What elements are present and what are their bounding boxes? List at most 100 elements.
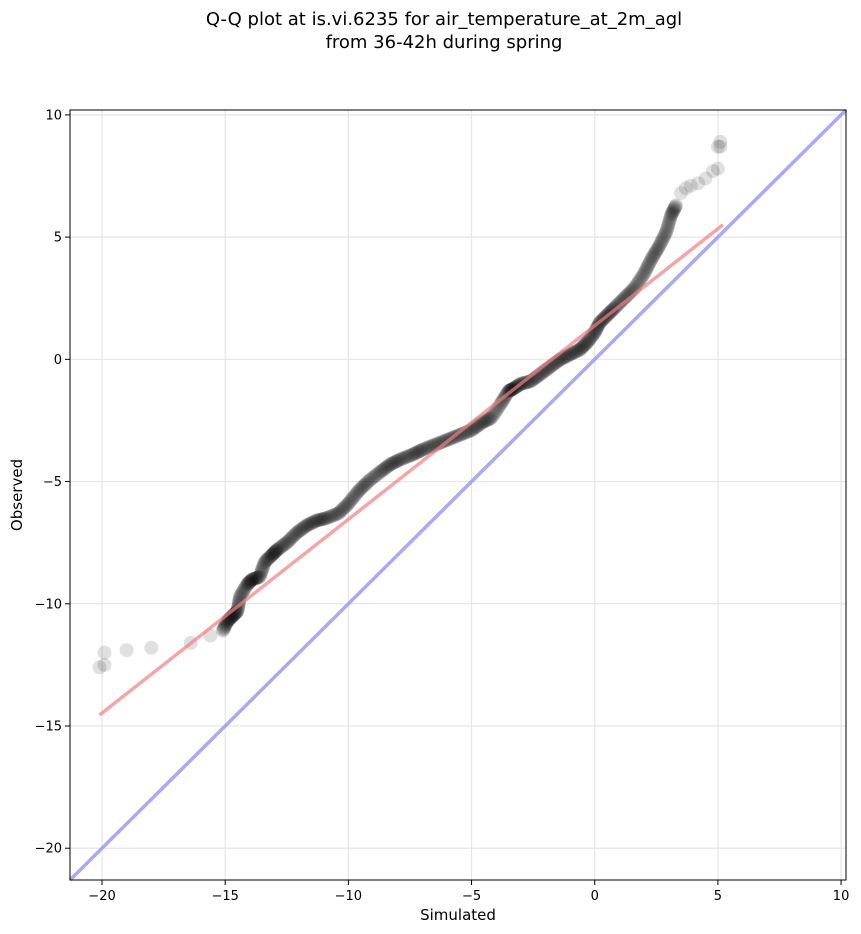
dense-point-67 bbox=[260, 551, 275, 566]
dense-point-163 bbox=[377, 461, 392, 476]
dense-point-109 bbox=[306, 515, 321, 530]
dense-point-56 bbox=[253, 568, 268, 583]
dense-point-401 bbox=[653, 236, 668, 251]
dense-point-389 bbox=[641, 257, 656, 271]
dense-point-169 bbox=[385, 456, 400, 471]
dense-point-77 bbox=[268, 544, 283, 559]
x-tick-label-6: 10 bbox=[833, 889, 850, 904]
dense-point-340 bbox=[590, 320, 605, 335]
dense-point-65 bbox=[259, 553, 274, 568]
dense-point-78 bbox=[268, 544, 283, 559]
dense-point-407 bbox=[658, 226, 673, 241]
x-tick-label-0: −20 bbox=[88, 889, 115, 904]
x-axis-ticks: −20 −15 −10 −5 0 5 10 bbox=[88, 880, 849, 904]
y-axis-ticks: −20 −15 −10 −5 0 5 10 bbox=[35, 108, 70, 857]
dense-point-422 bbox=[667, 200, 682, 215]
dense-point-314 bbox=[566, 345, 581, 360]
dense-point-55 bbox=[251, 570, 266, 585]
y-axis-label: Observed bbox=[8, 459, 26, 531]
dense-point-70 bbox=[263, 549, 278, 564]
dense-point-124 bbox=[326, 508, 341, 523]
dense-point-41 bbox=[241, 576, 256, 591]
dense-point-38 bbox=[238, 579, 253, 594]
data-point-57 bbox=[651, 239, 666, 254]
data-point-14 bbox=[252, 569, 267, 584]
dense-point-400 bbox=[652, 238, 667, 253]
dense-point-164 bbox=[378, 460, 393, 475]
dense-point-324 bbox=[577, 338, 592, 353]
data-point-13 bbox=[245, 572, 260, 587]
dense-point-125 bbox=[327, 507, 342, 522]
dense-point-409 bbox=[660, 221, 675, 236]
data-point-55 bbox=[636, 266, 651, 281]
data-point-65 bbox=[698, 171, 713, 186]
dense-point-379 bbox=[631, 274, 646, 289]
data-point-4 bbox=[144, 640, 159, 655]
dense-point-85 bbox=[276, 538, 291, 553]
dense-point-397 bbox=[649, 243, 664, 258]
dense-point-236 bbox=[479, 413, 494, 428]
dense-point-140 bbox=[346, 489, 361, 504]
dense-point-144 bbox=[352, 483, 367, 498]
dense-point-391 bbox=[643, 253, 658, 268]
dense-point-75 bbox=[267, 545, 282, 560]
y-tick-label-2: −10 bbox=[35, 597, 62, 612]
dense-point-327 bbox=[579, 336, 594, 351]
dense-point-319 bbox=[571, 343, 586, 358]
dense-point-94 bbox=[287, 528, 302, 543]
dense-point-62 bbox=[256, 558, 271, 573]
dense-point-329 bbox=[581, 333, 596, 348]
dense-point-5 bbox=[219, 617, 234, 632]
dense-point-142 bbox=[349, 487, 364, 502]
dense-point-277 bbox=[520, 375, 535, 390]
x-tick-label-5: 5 bbox=[714, 889, 722, 904]
dense-point-105 bbox=[301, 517, 316, 532]
dense-point-127 bbox=[330, 506, 345, 521]
dense-point-113 bbox=[311, 513, 326, 528]
dense-point-149 bbox=[357, 477, 372, 492]
data-point-31 bbox=[415, 442, 430, 457]
dense-point-156 bbox=[367, 469, 382, 484]
dense-point-123 bbox=[324, 509, 339, 524]
dense-point-128 bbox=[332, 505, 347, 520]
dense-point-106 bbox=[302, 516, 317, 531]
dense-point-392 bbox=[645, 250, 660, 265]
dense-point-398 bbox=[650, 242, 665, 257]
data-point-64 bbox=[691, 176, 706, 191]
dense-point-158 bbox=[370, 466, 385, 481]
dense-point-118 bbox=[317, 511, 332, 526]
dense-point-328 bbox=[581, 334, 596, 349]
dense-point-181 bbox=[401, 449, 416, 464]
dense-point-138 bbox=[344, 492, 359, 507]
dense-point-52 bbox=[249, 570, 264, 585]
dense-point-32 bbox=[233, 588, 248, 603]
dense-point-132 bbox=[336, 500, 351, 515]
data-point-25 bbox=[351, 484, 366, 499]
dense-point-129 bbox=[333, 504, 348, 519]
dense-point-174 bbox=[390, 453, 405, 468]
dense-point-378 bbox=[630, 276, 645, 291]
dense-point-159 bbox=[372, 465, 387, 480]
dense-point-152 bbox=[362, 473, 377, 488]
dense-point-204 bbox=[434, 435, 449, 450]
data-point-47 bbox=[572, 342, 587, 357]
dense-point-419 bbox=[666, 203, 681, 218]
dense-point-165 bbox=[379, 459, 394, 474]
dense-point-154 bbox=[365, 471, 380, 486]
y-tick-label-3: −5 bbox=[43, 475, 62, 490]
fit-line bbox=[98, 223, 724, 717]
data-point-18 bbox=[279, 535, 294, 550]
dense-point-385 bbox=[638, 263, 653, 278]
data-point-19 bbox=[289, 525, 304, 540]
dense-point-131 bbox=[335, 501, 350, 516]
dense-point-87 bbox=[278, 536, 293, 551]
identity-line-layer bbox=[68, 108, 848, 882]
data-point-23 bbox=[331, 506, 346, 521]
dense-point-153 bbox=[363, 472, 378, 487]
dense-point-318 bbox=[570, 343, 585, 358]
dense-point-237 bbox=[480, 412, 495, 427]
dense-point-234 bbox=[477, 414, 492, 429]
data-point-7 bbox=[215, 623, 230, 638]
data-point-15 bbox=[257, 555, 272, 570]
